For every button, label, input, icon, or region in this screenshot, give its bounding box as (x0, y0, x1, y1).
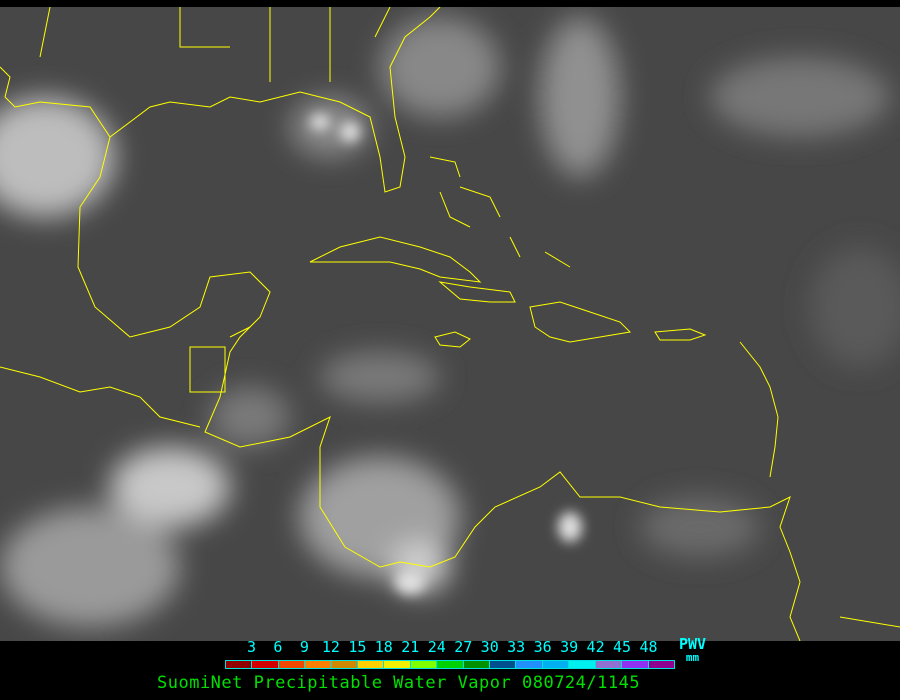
legend-unit-label: mm (685, 651, 700, 664)
legend-tick-label: 45 (613, 638, 632, 656)
legend-tick-label: 42 (586, 638, 605, 656)
cloud-cover (0, 17, 900, 627)
legend-tick-label: 30 (480, 638, 499, 656)
legend-unit: PWV mm (679, 637, 706, 665)
south-america-coast (839, 616, 900, 628)
legend-variable-label: PWV (679, 635, 707, 653)
hispaniola (529, 301, 632, 343)
colorbar-swatch (226, 661, 253, 668)
colorbar-swatch (331, 661, 359, 668)
colorbar-swatch (305, 661, 332, 668)
legend-tick-label: 18 (374, 638, 393, 656)
jamaica (434, 331, 471, 348)
legend-tick-label: 3 (246, 638, 256, 656)
legend-tick-label: 15 (348, 638, 367, 656)
colorbar-swatch (648, 661, 674, 668)
pacific-coast (0, 366, 201, 428)
colorbar-swatch (516, 661, 543, 668)
legend-tick-label: 27 (454, 638, 473, 656)
cuba (309, 236, 482, 283)
legend-tick-label: 12 (321, 638, 340, 656)
colorbar-swatch (278, 661, 306, 668)
mainland-coastline (0, 66, 801, 641)
colorbar-swatch (595, 661, 623, 668)
image-title: SuomiNet Precipitable Water Vapor 080724… (157, 673, 641, 693)
country-borders (189, 326, 251, 393)
satellite-ir-map (0, 7, 900, 641)
legend-tick-label: 24 (427, 638, 446, 656)
coastlines (0, 7, 900, 641)
legend-tick-label: 39 (560, 638, 579, 656)
colorbar-swatch (569, 661, 596, 668)
colorbar-swatch (437, 661, 464, 668)
lesser-antilles (739, 341, 779, 478)
colorbar-swatch (542, 661, 570, 668)
gulf-coast-florida (109, 7, 441, 193)
legend-tick-labels: 3 6 9 12 15 18 21 24 27 30 33 36 39 42 45 48 (0, 638, 900, 658)
colorbar-swatch (384, 661, 411, 668)
colorbar-swatch (463, 661, 491, 668)
bahamas (429, 156, 571, 268)
state-borders (39, 7, 391, 82)
pwv-colorbar (225, 660, 675, 669)
colorbar-swatch (622, 661, 649, 668)
legend-tick-label: 36 (533, 638, 552, 656)
colorbar-swatch (252, 661, 279, 668)
legend-tick-label: 9 (299, 638, 309, 656)
colorbar-swatch (490, 661, 517, 668)
legend-tick-label: 33 (507, 638, 526, 656)
colorbar-swatch (358, 661, 385, 668)
legend-tick-label: 21 (401, 638, 420, 656)
cuba-east (438, 281, 516, 303)
legend-tick-label: 6 (273, 638, 283, 656)
colorbar-swatch (410, 661, 438, 668)
legend-tick-label: 48 (639, 638, 658, 656)
puerto-rico (654, 328, 707, 341)
